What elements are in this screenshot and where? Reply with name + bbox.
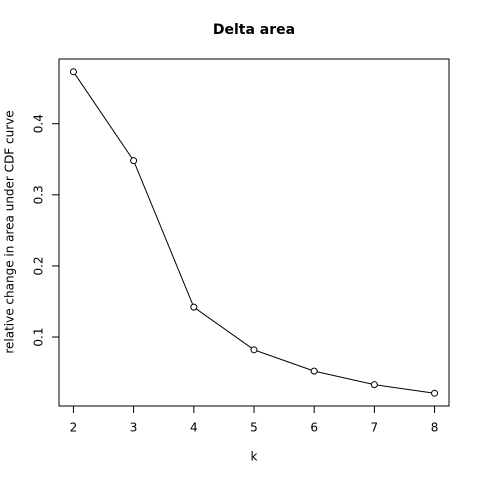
x-tick-label: 8 <box>431 421 439 435</box>
point <box>370 381 378 389</box>
y-tick-label: 0.3 <box>32 185 46 204</box>
y-tick-label: 0.1 <box>32 327 46 346</box>
x-tick-label: 2 <box>70 421 78 435</box>
x-tick-label: 4 <box>190 421 198 435</box>
point <box>250 346 258 354</box>
x-tick-label: 3 <box>130 421 138 435</box>
y-axis-label: relative change in area under CDF curve <box>3 110 17 353</box>
point <box>130 157 138 165</box>
chart-title: Delta area <box>213 22 295 38</box>
x-tick-label: 5 <box>250 421 258 435</box>
point <box>431 389 439 397</box>
point <box>190 303 198 311</box>
y-tick-label: 0.4 <box>32 114 46 133</box>
x-axis-label: k <box>251 450 258 464</box>
y-tick-label: 0.2 <box>32 256 46 275</box>
x-tick-label: 6 <box>310 421 318 435</box>
point <box>69 68 77 76</box>
x-tick-label: 7 <box>371 421 379 435</box>
point <box>310 367 318 375</box>
